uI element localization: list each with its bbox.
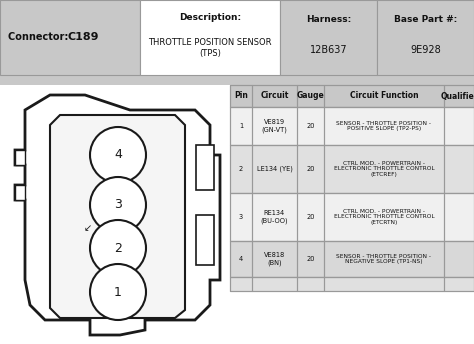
Bar [377, 0, 474, 75]
Bar [252, 145, 297, 193]
Bar [230, 85, 252, 107]
Text: CTRL MOD. - POWERTRAIN -
ELECTRONIC THROTTLE CONTROL
(ETCRTN): CTRL MOD. - POWERTRAIN - ELECTRONIC THRO… [334, 209, 434, 225]
Bar [0, 75, 474, 85]
Text: 1: 1 [239, 123, 243, 129]
Bar [280, 0, 377, 75]
Circle shape [90, 264, 146, 320]
Text: Pin: Pin [234, 92, 248, 100]
Bar [324, 193, 444, 241]
Bar [15, 150, 25, 165]
Text: Base Part #:: Base Part #: [394, 15, 457, 24]
Bar [297, 145, 324, 193]
Text: 3: 3 [114, 198, 122, 212]
Text: VE819
(GN-VT): VE819 (GN-VT) [262, 119, 287, 133]
Text: 4: 4 [114, 149, 122, 161]
Text: Connector:: Connector: [8, 32, 72, 43]
Text: SENSOR - THROTTLE POSITION -
NEGATIVE SLOPE (TP1-NS): SENSOR - THROTTLE POSITION - NEGATIVE SL… [337, 254, 431, 265]
Bar [444, 193, 474, 241]
Bar [444, 241, 474, 277]
Text: 20: 20 [306, 256, 315, 262]
Text: Qualifier: Qualifier [440, 92, 474, 100]
Text: VE818
(BN): VE818 (BN) [264, 252, 285, 266]
Bar [230, 193, 474, 241]
Bar [230, 193, 252, 241]
Bar [252, 107, 297, 145]
Bar [252, 277, 297, 291]
Text: SENSOR - THROTTLE POSITION -
POSITIVE SLOPE (TP2-PS): SENSOR - THROTTLE POSITION - POSITIVE SL… [337, 121, 431, 131]
Text: 2: 2 [114, 241, 122, 255]
Bar [252, 241, 297, 277]
Bar [230, 145, 252, 193]
Text: 20: 20 [306, 166, 315, 172]
Bar [324, 277, 444, 291]
Polygon shape [15, 95, 220, 335]
Bar [324, 85, 444, 107]
Bar [0, 0, 140, 75]
Bar [444, 277, 474, 291]
Text: C189: C189 [68, 32, 100, 43]
Bar [230, 241, 474, 277]
Text: Circuit: Circuit [260, 92, 289, 100]
Bar [444, 107, 474, 145]
Text: 9E928: 9E928 [410, 45, 441, 55]
Bar [297, 85, 324, 107]
Text: 2: 2 [239, 166, 243, 172]
Text: ↙: ↙ [84, 223, 92, 233]
Bar [297, 107, 324, 145]
Bar [297, 193, 324, 241]
Bar [196, 145, 214, 190]
Bar [324, 241, 444, 277]
Bar [230, 85, 474, 107]
Text: THROTTLE POSITION SENSOR
(TPS): THROTTLE POSITION SENSOR (TPS) [148, 38, 272, 58]
Text: RE134
(BU-OO): RE134 (BU-OO) [261, 210, 288, 224]
Bar [15, 185, 25, 200]
Bar [444, 145, 474, 193]
Bar [324, 107, 444, 145]
Bar [252, 193, 297, 241]
Text: Harness:: Harness: [306, 15, 351, 24]
Bar [230, 107, 252, 145]
Bar [297, 241, 324, 277]
Bar [230, 241, 252, 277]
Bar [252, 85, 297, 107]
Bar [230, 145, 474, 193]
Text: LE134 (YE): LE134 (YE) [256, 166, 292, 172]
Text: 20: 20 [306, 123, 315, 129]
Bar [444, 85, 474, 107]
Text: 3: 3 [239, 214, 243, 220]
Bar [140, 0, 280, 75]
Bar [324, 145, 444, 193]
Bar [196, 215, 214, 265]
Bar [230, 107, 474, 145]
Text: 4: 4 [239, 256, 243, 262]
Bar [0, 0, 474, 75]
Bar [230, 277, 252, 291]
Circle shape [90, 127, 146, 183]
Bar [297, 277, 324, 291]
Text: CTRL MOD. - POWERTRAIN -
ELECTRONIC THROTTLE CONTROL
(ETCREF): CTRL MOD. - POWERTRAIN - ELECTRONIC THRO… [334, 161, 434, 177]
Bar [230, 277, 474, 291]
Circle shape [90, 177, 146, 233]
Text: Circuit Function: Circuit Function [350, 92, 419, 100]
Text: 20: 20 [306, 214, 315, 220]
Polygon shape [50, 115, 185, 318]
Text: 1: 1 [114, 286, 122, 299]
Text: Gauge: Gauge [297, 92, 324, 100]
Text: 12B637: 12B637 [310, 45, 347, 55]
Text: Description:: Description: [179, 13, 241, 22]
Circle shape [90, 220, 146, 276]
